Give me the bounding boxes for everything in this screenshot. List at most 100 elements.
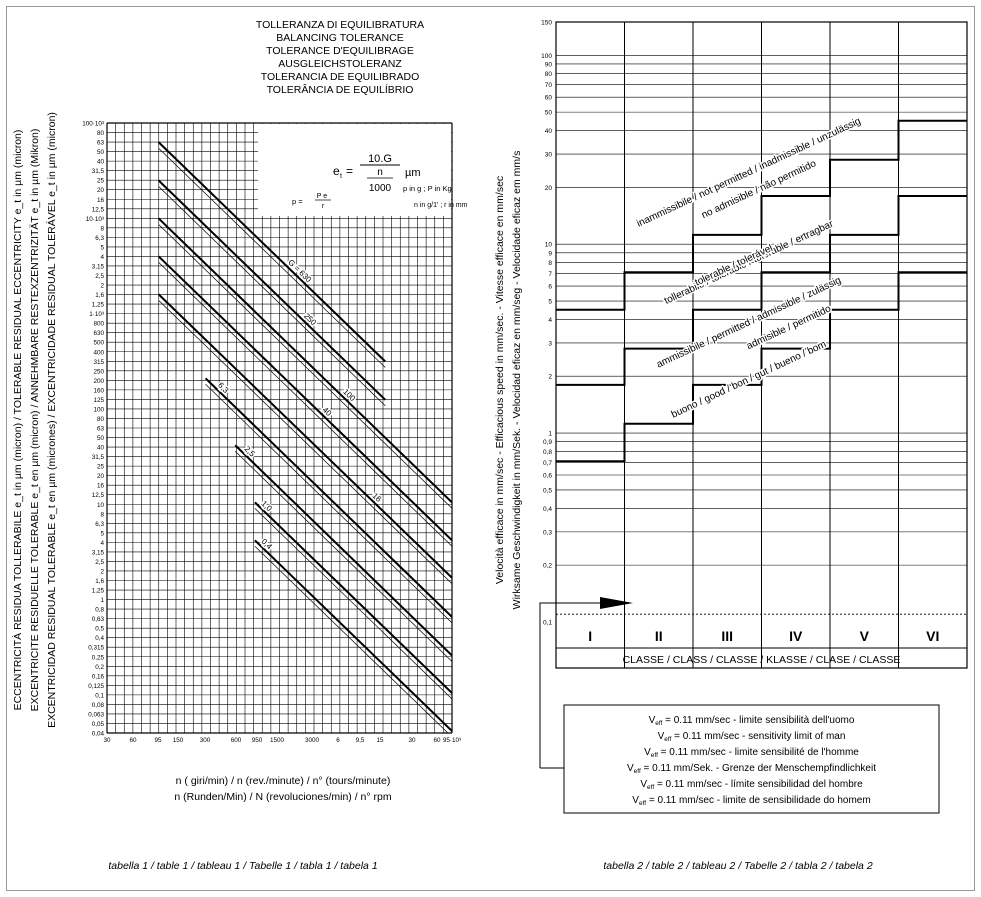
chart-2-y-tick-label: 20 xyxy=(545,185,553,192)
formula-numerator: 10.G xyxy=(368,153,392,165)
y-tick-label: 4 xyxy=(100,540,104,547)
y-tick-label: 2 xyxy=(100,568,104,575)
chart-2-y-tick-label: 0,7 xyxy=(543,460,552,467)
y-tick-label: 25 xyxy=(97,464,105,471)
y-tick-label: 40 xyxy=(97,159,105,166)
chart-1-balancing-tolerance: 100·10³8063504031,525201612,510·10³86,35… xyxy=(11,19,468,872)
g-line-label: G = 630 xyxy=(286,258,313,285)
x-tick-label: 3000 xyxy=(305,737,320,744)
x-tick-label: 600 xyxy=(231,737,242,744)
x-tick-label: 60 xyxy=(129,737,137,744)
chart-2-y-tick-label: 150 xyxy=(541,20,552,27)
y-tick-label: 5 xyxy=(100,530,104,537)
chart-1-title-line: AUSGLEICHSTOLERANZ xyxy=(278,58,402,70)
y-tick-label: 800 xyxy=(93,321,104,328)
y-tick-label: 63 xyxy=(97,140,105,147)
y-tick-label: 0,08 xyxy=(92,702,105,709)
y-tick-label: 500 xyxy=(93,340,104,347)
chart-2-y-tick-label: 7 xyxy=(548,271,552,278)
zone-boundary-step xyxy=(556,194,967,386)
y-tick-label: 0,04 xyxy=(92,731,105,738)
y-tick-label: 250 xyxy=(93,368,104,375)
x-tick-label: 6 xyxy=(336,737,340,744)
y-tick-label: 25 xyxy=(97,178,105,185)
chart-2-y-tick-label: 40 xyxy=(545,128,553,135)
y-tick-label: 20 xyxy=(97,473,105,480)
chart-2-y-tick-label: 2 xyxy=(548,374,552,381)
zone-boundary-step xyxy=(556,271,967,463)
chart-2-y-tick-label: 4 xyxy=(548,317,552,324)
formula-box: e t = 10.G n 1000 µm p in g ; P in Kg n in g/1' … xyxy=(258,124,468,216)
chart-1-title-line: TOLERANCE D'EQUILIBRAGE xyxy=(266,45,414,57)
y-tick-label: 16 xyxy=(97,197,105,204)
legend-line: Veff = 0.11 mm/sec - sensitivity limit o… xyxy=(658,731,846,743)
g-line-6-3 xyxy=(204,377,452,618)
y-tick-label: 125 xyxy=(93,397,104,404)
chart-1-y-axis-label: ECCENTRICITÀ RESIDUA TOLLERABILE e_t in … xyxy=(11,130,24,711)
y-tick-label: 50 xyxy=(97,435,105,442)
y-tick-label: 1,25 xyxy=(92,302,105,309)
g-line-label: 1,0 xyxy=(260,499,275,514)
y-tick-label: 31,5 xyxy=(92,168,105,175)
legend-line: Veff = 0.11 mm/sec - limite de sensibili… xyxy=(632,795,870,807)
y-tick-label: 1·10³ xyxy=(89,311,104,318)
chart-2-y-axis-label: Wirksame Geschwindigkeit in mm/Sek. - Ve… xyxy=(511,151,523,610)
x-tick-label: 30 xyxy=(103,737,111,744)
g-lines xyxy=(157,141,452,733)
g-line-630 xyxy=(157,141,387,363)
arrow-head xyxy=(600,597,633,609)
x-tick-label: 15 xyxy=(376,737,384,744)
y-tick-label: 31,5 xyxy=(92,454,105,461)
chart-2-y-tick-label: 0,1 xyxy=(543,620,552,627)
y-tick-label: 8 xyxy=(100,225,104,232)
chart-2-y-tick-label: 10 xyxy=(545,242,553,249)
chart-2-y-tick-label: 100 xyxy=(541,53,552,60)
y-tick-label: 315 xyxy=(93,359,104,366)
y-tick-label: 6,3 xyxy=(95,235,104,242)
y-tick-label: 80 xyxy=(97,130,105,137)
chart-2-y-tick-label: 70 xyxy=(545,82,553,89)
chart-2-y-axis-label: Velocità efficace in mm/sec - Efficaciou… xyxy=(494,176,506,584)
chart-2-y-tick-label: 0,4 xyxy=(543,506,552,513)
formula-eq: = xyxy=(346,164,353,178)
g-line-40 xyxy=(157,255,452,542)
g-line-16 xyxy=(157,293,452,579)
y-tick-label: 0,25 xyxy=(92,654,105,661)
class-row-label: CLASSE / CLASS / CLASSE / KLASSE / CLASE… xyxy=(623,654,901,666)
chart-2-y-tick-label: 3 xyxy=(548,340,552,347)
g-line-guide xyxy=(234,450,452,662)
x-tick-label: 60 xyxy=(433,737,441,744)
chart-1-title-line: TOLLERANZA DI EQUILIBRATURA xyxy=(256,19,424,31)
g-line-label: 0,4 xyxy=(260,537,275,552)
chart-1-title-line: TOLERÂNCIA DE EQUILÍBRIO xyxy=(267,83,414,96)
chart-1-caption: tabella 1 / table 1 / tableau 1 / Tabell… xyxy=(108,860,377,872)
y-tick-label: 10·10³ xyxy=(86,216,104,223)
formula-lhs: e xyxy=(333,164,340,178)
y-tick-label: 200 xyxy=(93,378,104,385)
chart-2-y-tick-label: 9 xyxy=(548,250,552,257)
class-label-vi: VI xyxy=(926,628,939,644)
chart-2-y-tick-label: 50 xyxy=(545,110,553,117)
zone-label-not-permitted: inammissibile / not permitted / inadmiss… xyxy=(635,116,862,230)
chart-1-y-axis-label: EXCENTRICIDAD RESIDUAL TOLERABLE e_t en … xyxy=(45,112,58,728)
y-tick-label: 0,315 xyxy=(88,645,104,652)
y-tick-label: 100·10³ xyxy=(82,121,104,128)
x-tick-label: 950 xyxy=(252,737,263,744)
g-line-100 xyxy=(157,217,452,504)
threshold-arrow xyxy=(539,597,633,769)
g-line-guide xyxy=(205,384,452,624)
x-tick-label: 300 xyxy=(200,737,211,744)
formula-p-bottom: r xyxy=(322,203,325,210)
y-tick-label: 0,5 xyxy=(95,626,104,633)
chart-2-y-tick-label: 0,9 xyxy=(543,439,552,446)
chart-2-y-tick-label: 0,5 xyxy=(543,487,552,494)
formula-note2: n in g/1' ; r in mm xyxy=(414,202,468,209)
x-tick-label: 95 xyxy=(154,737,162,744)
legend-frame xyxy=(563,704,940,814)
g-line-guide xyxy=(158,147,386,368)
g-line-250 xyxy=(157,179,387,401)
chart-2-y-tick-label: 80 xyxy=(545,71,553,78)
y-tick-label: 0,4 xyxy=(95,635,104,642)
chart-2-y-tick-label: 0,8 xyxy=(543,449,552,456)
